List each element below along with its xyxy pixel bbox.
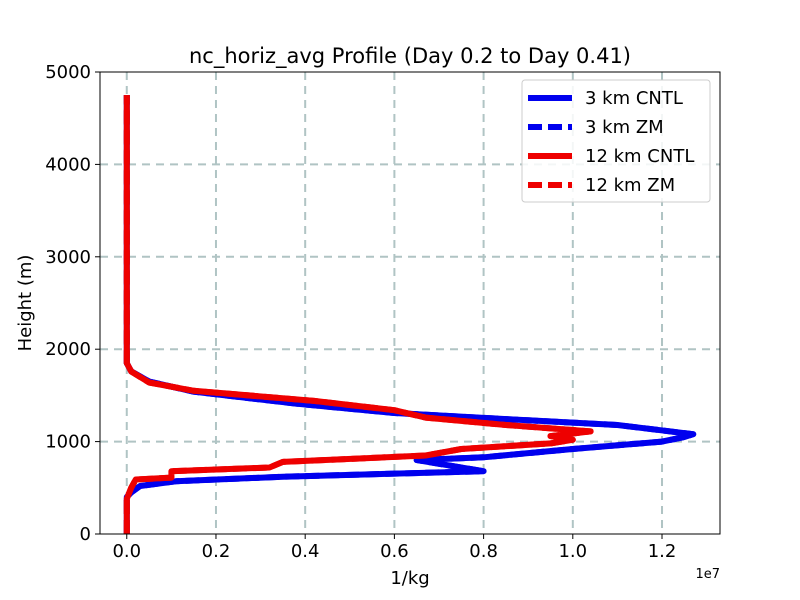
x-tick-label: 0.8 — [469, 541, 498, 562]
y-tick-label: 4000 — [45, 154, 91, 175]
y-axis-label: Height (m) — [15, 255, 36, 352]
y-tick-label: 2000 — [45, 339, 91, 360]
x-axis-label: 1/kg — [390, 568, 429, 589]
x-tick-label: 1.2 — [648, 541, 677, 562]
legend-box — [521, 79, 711, 203]
x-tick-label: 1.0 — [558, 541, 587, 562]
legend-label: 3 km CNTL — [585, 88, 683, 109]
x-tick-label: 0.2 — [202, 541, 231, 562]
x-axis-offset-label: 1e7 — [695, 567, 720, 582]
y-tick-label: 3000 — [45, 247, 91, 268]
plot-frame — [99, 71, 721, 535]
plot-series — [123, 95, 697, 534]
x-tick-label: 0.6 — [380, 541, 409, 562]
legend-label: 12 km CNTL — [585, 146, 694, 167]
x-tick-label: 0.4 — [291, 541, 320, 562]
x-tick-label: 0.0 — [112, 541, 141, 562]
axis-ticks: 0.0 0.2 0.4 0.6 0.8 1.0 1.2 0 1000 2000 3000 4000 50… — [45, 62, 676, 562]
series-line-12-km-zm — [123, 95, 594, 534]
legend-label: 12 km ZM — [585, 175, 675, 196]
chart-title: nc_horiz_avg Profile (Day 0.2 to Day 0.4… — [189, 44, 631, 69]
y-tick-label: 0 — [80, 524, 91, 545]
y-tick-label: 5000 — [45, 62, 91, 83]
y-tick-label: 1000 — [45, 432, 91, 453]
legend-label: 3 km ZM — [585, 117, 664, 138]
legend: 3 km CNTL 3 km ZM 12 km CNTL 12 km ZM — [521, 79, 711, 203]
